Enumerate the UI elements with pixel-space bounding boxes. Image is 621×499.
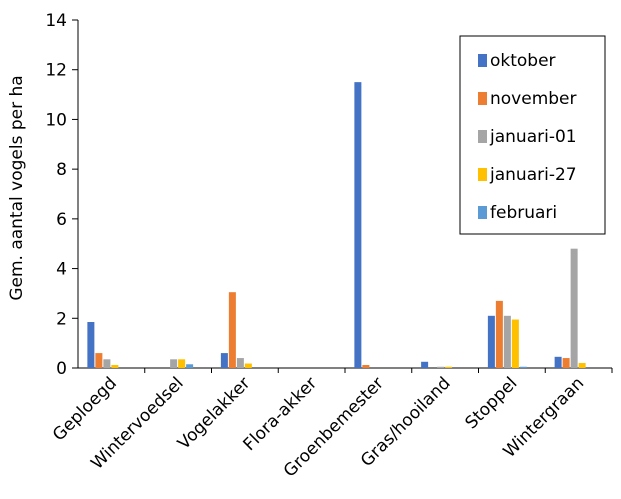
- bar-november-Stoppel: [495, 300, 503, 368]
- y-tick-label: 4: [56, 260, 67, 280]
- bar-oktober-Vogelakker: [220, 353, 228, 368]
- x-category-label: Geploegd: [49, 373, 121, 445]
- bar-oktober-Stoppel: [487, 315, 495, 368]
- bar-oktober-Wintergraan: [554, 356, 562, 368]
- bar-januari-01-Geploegd: [103, 359, 111, 368]
- bar-januari-27-Geploegd: [111, 365, 119, 368]
- legend-swatch-november: [478, 92, 487, 105]
- bar-januari-01-Gras/hooiland: [437, 366, 445, 368]
- legend-label-januari-27: januari-27: [489, 165, 577, 185]
- y-tick-label: 0: [56, 359, 67, 379]
- legend-swatch-januari-01: [478, 130, 487, 143]
- y-tick-label: 12: [45, 61, 67, 81]
- x-category-label: Stoppel: [462, 373, 522, 433]
- bar-oktober-Groenbemester: [354, 82, 362, 369]
- bar-oktober-Geploegd: [87, 322, 95, 368]
- y-tick-label: 10: [45, 110, 67, 130]
- bar-januari-01-Stoppel: [503, 315, 511, 368]
- bar-november-Vogelakker: [228, 292, 236, 368]
- bar-januari-27-Gras/hooiland: [445, 366, 453, 368]
- legend-swatch-januari-27: [478, 168, 487, 181]
- bar-januari-01-Wintervoedsel: [170, 359, 178, 368]
- bar-februari-Stoppel: [519, 366, 527, 368]
- bar-januari-27-Wintergraan: [578, 363, 586, 368]
- y-tick-label: 14: [45, 11, 67, 31]
- bar-november-Groenbemester: [362, 365, 370, 368]
- legend: oktober november januari-01 januari-27 febru…: [459, 35, 606, 235]
- bar-januari-27-Vogelakker: [244, 363, 252, 368]
- y-tick-label: 2: [56, 309, 67, 329]
- y-tick-label: 8: [56, 160, 67, 180]
- legend-label-februari: februari: [490, 203, 557, 223]
- legend-label-januari-01: januari-01: [489, 127, 577, 147]
- legend-swatch-februari: [478, 206, 487, 219]
- y-tick-label: 6: [56, 210, 67, 230]
- bar-november-Wintergraan: [562, 358, 570, 368]
- legend-label-november: november: [490, 89, 577, 109]
- bar-januari-27-Wintervoedsel: [178, 359, 186, 368]
- bar-november-Geploegd: [95, 353, 103, 368]
- bar-januari-01-Wintergraan: [570, 248, 578, 368]
- bar-januari-01-Vogelakker: [236, 358, 244, 368]
- y-axis-label: Gem. aantal vogels per ha: [7, 75, 27, 300]
- bar-oktober-Gras/hooiland: [421, 361, 429, 368]
- legend-swatch-oktober: [478, 54, 487, 67]
- bar-januari-27-Stoppel: [511, 319, 519, 368]
- bar-februari-Wintervoedsel: [186, 364, 194, 368]
- legend-label-oktober: oktober: [490, 51, 556, 71]
